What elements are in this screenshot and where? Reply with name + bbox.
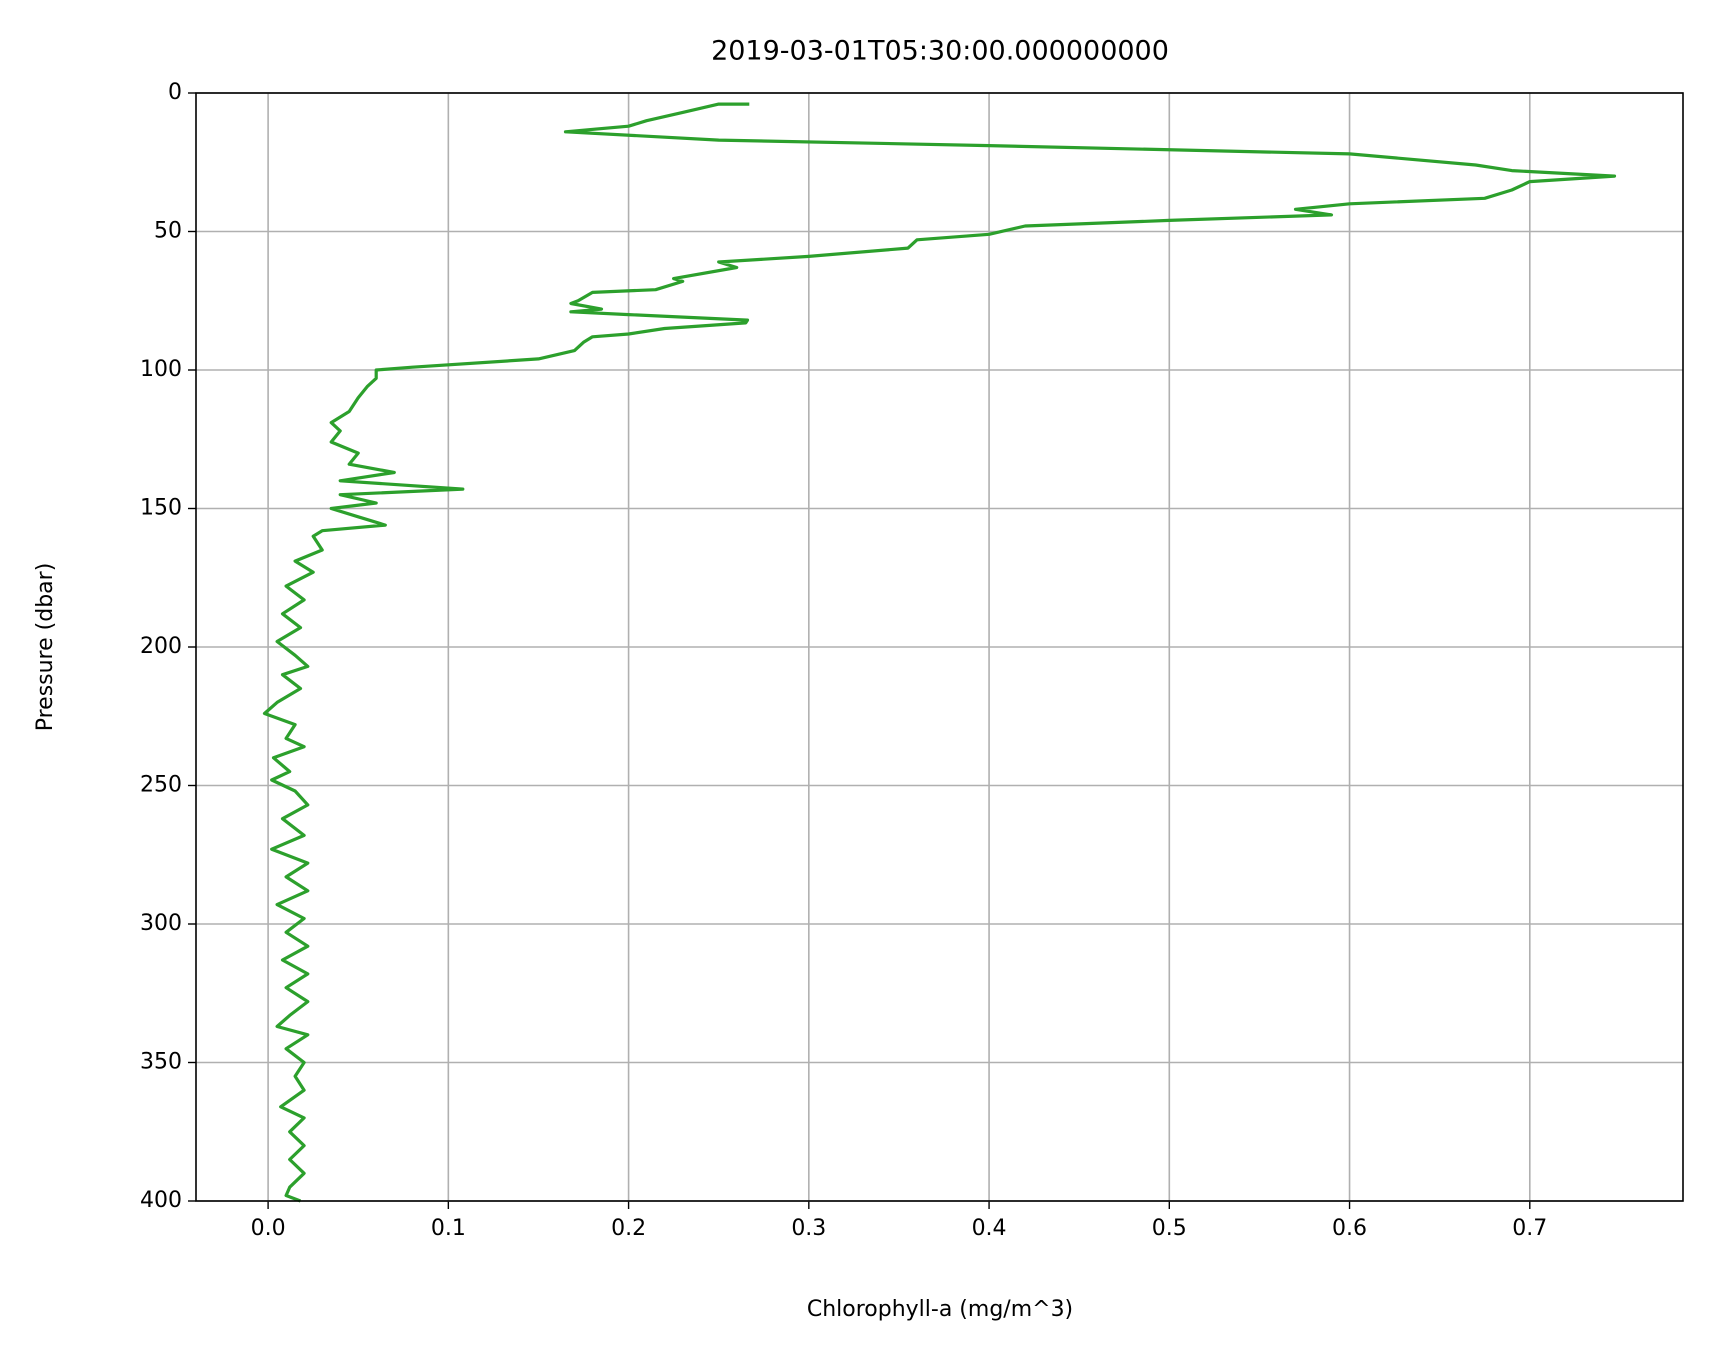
x-tick-label: 0.3 <box>791 1216 826 1241</box>
x-axis-label: Chlorophyll-a (mg/m^3) <box>807 1297 1073 1322</box>
x-tick-label: 0.0 <box>251 1216 286 1241</box>
y-tick-label: 100 <box>140 357 182 382</box>
y-tick-label: 150 <box>140 496 182 521</box>
y-tick-label: 350 <box>140 1050 182 1075</box>
y-tick-label: 300 <box>140 911 182 936</box>
chart-title: 2019-03-01T05:30:00.000000000 <box>711 36 1169 67</box>
x-tick-label: 0.4 <box>972 1216 1007 1241</box>
x-tick-label: 0.6 <box>1332 1216 1367 1241</box>
plot-frame <box>195 92 1684 1202</box>
profile-line <box>262 102 1617 1203</box>
x-tick-label: 0.5 <box>1152 1216 1187 1241</box>
x-tick-label: 0.2 <box>611 1216 646 1241</box>
y-tick-label: 250 <box>140 773 182 798</box>
y-axis-label: Pressure (dbar) <box>33 563 58 732</box>
y-tick-label: 50 <box>154 219 182 244</box>
y-tick-label: 400 <box>140 1188 182 1213</box>
x-tick-label: 0.1 <box>431 1216 466 1241</box>
y-tick-label: 0 <box>168 80 182 105</box>
y-tick-label: 200 <box>140 634 182 659</box>
x-tick-label: 0.7 <box>1512 1216 1547 1241</box>
